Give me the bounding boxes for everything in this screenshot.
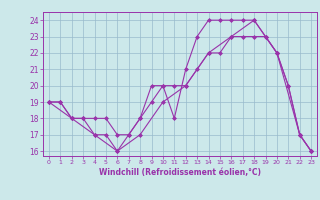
X-axis label: Windchill (Refroidissement éolien,°C): Windchill (Refroidissement éolien,°C) [99, 168, 261, 177]
